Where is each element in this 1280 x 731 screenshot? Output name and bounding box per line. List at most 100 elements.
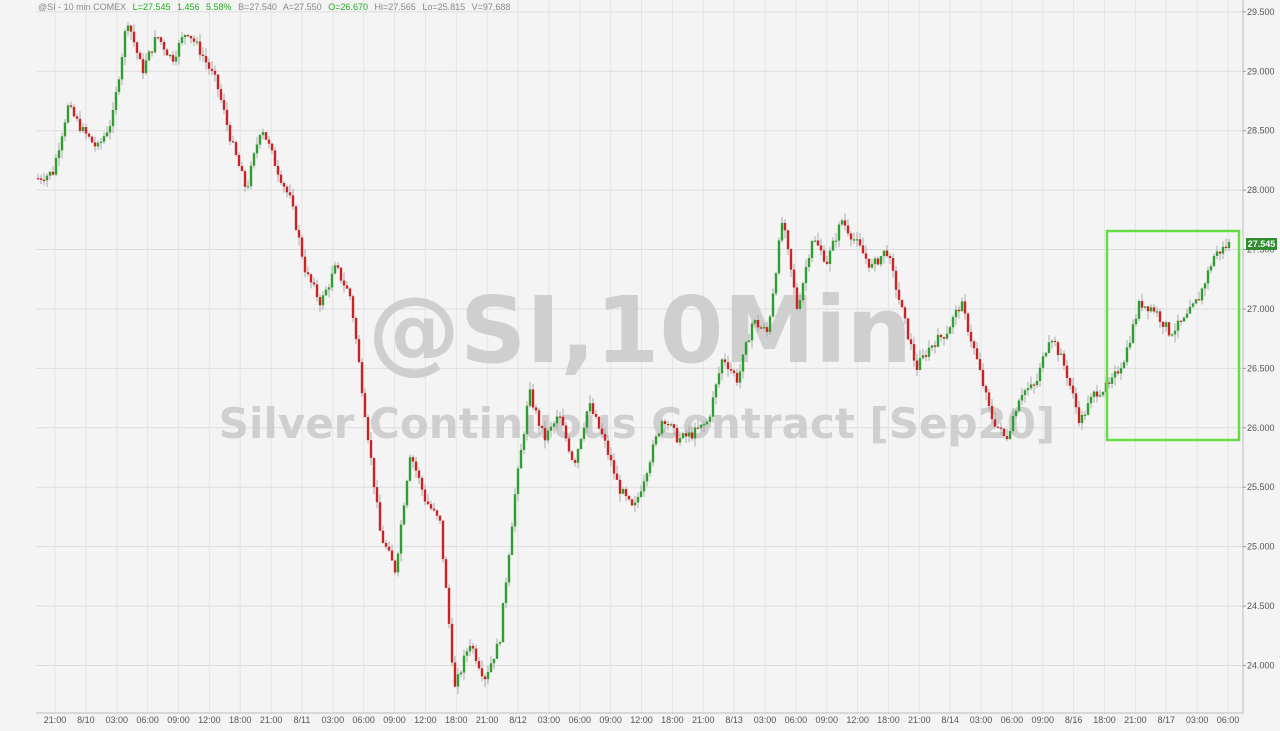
candle-body [42,179,46,181]
candle-body [159,37,163,43]
candle-body [1083,414,1087,417]
candle-body [876,258,880,265]
candle-body [54,157,58,175]
candle-body [231,141,235,143]
candle-body [48,171,52,176]
candle-body [774,273,778,294]
candle-body [189,35,193,39]
candle-body [75,116,79,119]
candle-body [129,25,133,32]
candle-body [528,389,532,406]
candle-body [852,239,856,241]
candle-body [378,502,382,531]
x-tick-label: 8/12 [509,715,527,725]
candle-body [927,347,931,357]
candle-body [1176,320,1180,331]
candle-body [435,510,439,516]
candle-body [684,433,688,437]
candle-body [924,355,928,357]
candle-body [147,51,151,61]
candle-body [120,57,124,80]
candle-body [441,520,445,560]
candle-body [603,434,607,441]
x-tick-label: 21:00 [260,715,283,725]
candle-body [1215,251,1219,256]
candle-body [351,296,355,318]
gridlines [36,0,1243,713]
candle-body [930,345,934,348]
candle-body [786,230,790,250]
candle-body [207,62,211,69]
candle-body [1158,311,1162,322]
candle-body [1071,385,1075,394]
candle-body [1131,324,1135,343]
watermark-contract: Silver Continuous Contract [Sep20] [219,399,1055,448]
x-tick-label: 18:00 [445,715,468,725]
candle-body [909,339,913,345]
candle-body [1065,365,1069,379]
candle-body [834,240,838,242]
candle-body [996,426,1000,428]
candle-body [501,602,505,643]
candle-body [705,421,709,425]
candle-body [363,393,367,418]
header-ask: A=27.550 [283,2,322,12]
candle-body [807,258,811,267]
candle-body [483,676,487,680]
candle-body [462,655,466,673]
candle-body [228,125,232,142]
candle-body [1059,353,1063,355]
candle-body [606,440,610,455]
candle-body [498,642,502,644]
candle-body [657,433,661,437]
candle-body [1077,407,1081,423]
candle-body [1005,436,1009,439]
candle-body [618,479,622,494]
candle-body [240,166,244,172]
candle-body [1194,299,1198,304]
candle-body [1110,377,1114,384]
candle-body [1209,266,1213,271]
candle-body [702,424,706,426]
candle-body [1038,367,1042,382]
header-symbol: @SI - 10 min COMEX [38,2,126,12]
candle-body [600,428,604,435]
candle-body [204,55,208,63]
candle-body [642,481,646,492]
candle-body [747,340,751,343]
candle-body [291,195,295,207]
candle-body [540,425,544,428]
x-tick-label: 8/11 [294,715,311,725]
candle-body [51,171,55,175]
candle-body [597,416,601,429]
candle-body [1134,318,1138,325]
candle-body [1029,384,1033,389]
candle-body [633,502,637,506]
watermark: @SI,10Min Silver Continuous Contract [Se… [219,277,1055,448]
candle-body [840,220,844,225]
x-tick-label: 18:00 [661,715,684,725]
x-tick-label: 18:00 [877,715,900,725]
candle-body [1116,371,1120,374]
candle-body [417,470,421,478]
candle-body [897,289,901,300]
candle-body [438,515,442,521]
x-tick-label: 21:00 [44,715,67,725]
candle-body [537,410,541,426]
candle-body [1074,393,1078,408]
candle-body [843,220,847,226]
candle-body [549,426,553,431]
candle-body [750,323,754,341]
candle-body [1128,342,1132,348]
candle-body [192,38,196,42]
candle-body [84,127,88,134]
candle-body [243,171,247,187]
candle-body [354,317,358,340]
candle-body [123,31,127,58]
header-volume: V=97,688 [472,2,511,12]
candle-body [669,424,673,426]
candle-body [699,424,703,428]
candle-body [372,457,376,488]
candle-body [1161,321,1165,327]
candle-body [903,307,907,319]
